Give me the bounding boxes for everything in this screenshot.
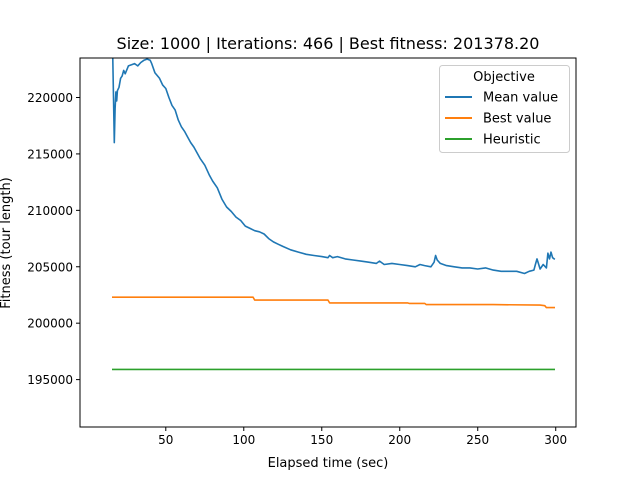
y-tick-label: 220000 [27, 91, 73, 105]
y-tick-label: 205000 [27, 260, 73, 274]
y-tick-label: 215000 [27, 147, 73, 161]
legend-label: Heuristic [483, 133, 541, 148]
x-axis-ticks: 50 100 150 200 250 300 [158, 427, 567, 447]
chart-title: Size: 1000 | Iterations: 466 | Best fitn… [117, 34, 540, 53]
y-tick-label: 210000 [27, 204, 73, 218]
y-axis-ticks: 195000 200000 205000 210000 215000 220000 [27, 91, 80, 387]
legend-label: Mean value [483, 91, 558, 106]
y-axis-label: Fitness (tour length) [0, 177, 14, 309]
x-tick-label: 100 [232, 433, 255, 447]
legend-title: Objective [473, 70, 535, 85]
legend-box [439, 65, 570, 153]
legend-label: Best value [483, 112, 551, 127]
legend-items: Mean value Best value Heuristic [445, 91, 558, 148]
legend: Objective Mean value Best value Heuristic [439, 65, 570, 153]
x-tick-label: 150 [310, 433, 333, 447]
series-line-best-value [112, 296, 556, 309]
y-tick-label: 195000 [27, 373, 73, 387]
series-layer [111, 58, 556, 371]
plot-frame [79, 57, 577, 428]
y-tick-label: 200000 [27, 317, 73, 331]
x-tick-label: 300 [544, 433, 567, 447]
x-tick-label: 50 [158, 433, 173, 447]
series-line-mean-value [111, 58, 556, 275]
x-axis-label: Elapsed time (sec) [268, 456, 389, 471]
x-tick-label: 250 [466, 433, 489, 447]
x-tick-label: 200 [388, 433, 411, 447]
